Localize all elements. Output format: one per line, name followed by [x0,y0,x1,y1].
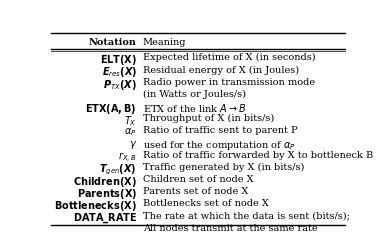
Text: $\mathbf{Parents(X)}$: $\mathbf{Parents(X)}$ [77,186,137,200]
Text: $\mathbf{Bottlenecks(X)}$: $\mathbf{Bottlenecks(X)}$ [54,199,137,212]
Text: Radio power in transmission mode: Radio power in transmission mode [143,77,315,86]
Text: The rate at which the data is sent (bits/s);: The rate at which the data is sent (bits… [143,211,350,220]
Text: $\boldsymbol{P}_{TX}\boldsymbol{(X)}$: $\boldsymbol{P}_{TX}\boldsymbol{(X)}$ [103,77,137,91]
Text: Expected lifetime of X (in seconds): Expected lifetime of X (in seconds) [143,53,315,62]
Text: Ratio of traffic sent to parent P: Ratio of traffic sent to parent P [143,126,298,135]
Text: Children set of node X: Children set of node X [143,174,253,183]
Text: Bottlenecks set of node X: Bottlenecks set of node X [143,199,269,207]
Text: used for the computation of $\alpha_P$: used for the computation of $\alpha_P$ [143,138,296,151]
Text: Traffic generated by X (in bits/s): Traffic generated by X (in bits/s) [143,162,304,171]
Text: Parents set of node X: Parents set of node X [143,186,248,196]
Text: All nodes transmit at the same rate: All nodes transmit at the same rate [143,223,317,232]
Text: Ratio of traffic forwarded by X to bottleneck B: Ratio of traffic forwarded by X to bottl… [143,150,373,159]
Text: $\mathbf{ETX(A,B)}$: $\mathbf{ETX(A,B)}$ [86,102,137,116]
Text: $\mathbf{ELT(X)}$: $\mathbf{ELT(X)}$ [100,53,137,67]
Text: Meaning: Meaning [143,38,187,47]
Text: $T_X$: $T_X$ [124,114,137,128]
Text: $\boldsymbol{E}_{res}\boldsymbol{(X)}$: $\boldsymbol{E}_{res}\boldsymbol{(X)}$ [102,65,137,79]
Text: $\boldsymbol{T}_{gen}\boldsymbol{(X)}$: $\boldsymbol{T}_{gen}\boldsymbol{(X)}$ [99,162,137,176]
Text: Notation: Notation [89,38,137,47]
Text: $r_{X,B}$: $r_{X,B}$ [118,150,137,164]
Text: Throughput of X (in bits/s): Throughput of X (in bits/s) [143,114,274,123]
Text: $\gamma$: $\gamma$ [128,138,137,150]
Text: $\mathbf{DATA\_RATE}$: $\mathbf{DATA\_RATE}$ [72,211,137,224]
Text: Residual energy of X (in Joules): Residual energy of X (in Joules) [143,65,299,74]
Text: $\alpha_P$: $\alpha_P$ [124,126,137,138]
Text: (in Watts or Joules/s): (in Watts or Joules/s) [143,90,246,98]
Text: $\mathbf{Children(X)}$: $\mathbf{Children(X)}$ [73,174,137,188]
Text: ETX of the link $A \rightarrow B$: ETX of the link $A \rightarrow B$ [143,102,247,114]
